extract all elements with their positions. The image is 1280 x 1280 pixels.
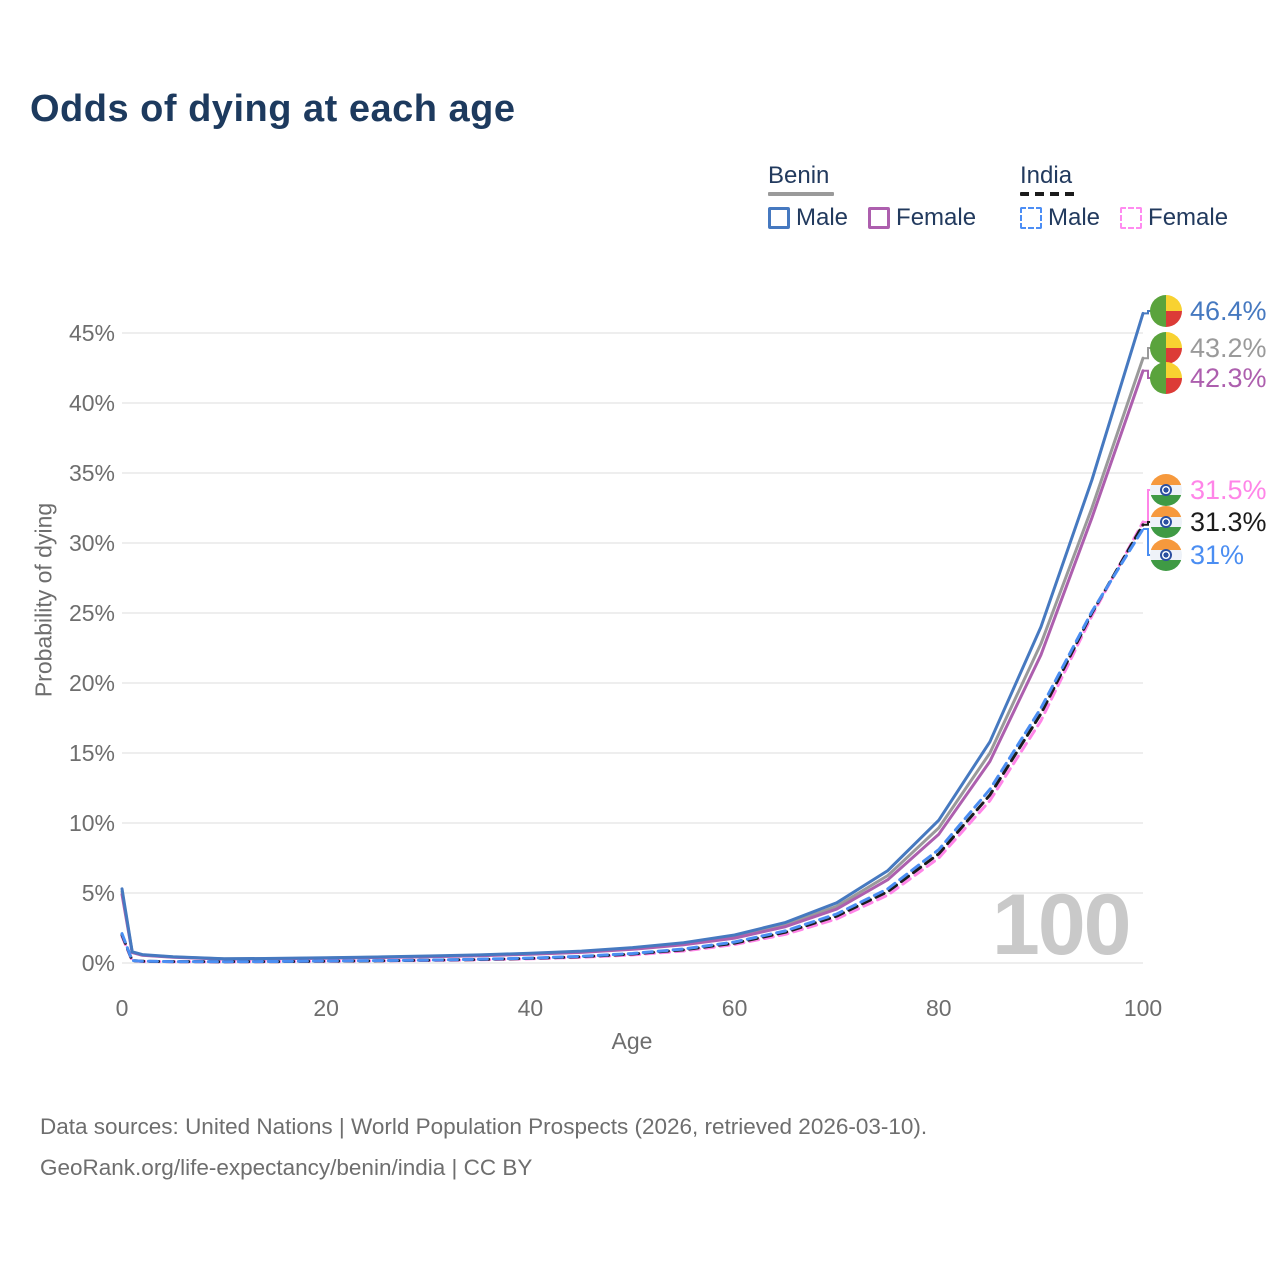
- y-tick-label: 5%: [81, 880, 115, 906]
- legend-group-india: India Male Female: [1020, 163, 1228, 232]
- y-tick-label: 20%: [68, 670, 115, 696]
- y-tick-label: 25%: [68, 600, 115, 626]
- end-label-benin-male: 46.4%: [1150, 294, 1267, 328]
- x-tick-label: 40: [517, 995, 544, 1021]
- legend-india-female-label: Female: [1148, 204, 1229, 231]
- benin-male-swatch-icon: [768, 207, 790, 229]
- y-tick-label: 40%: [68, 390, 115, 416]
- legend-item-india-male: Male: [1020, 204, 1100, 232]
- india-flag-icon: [1150, 539, 1182, 571]
- end-label-benin-total: 43.2%: [1150, 331, 1267, 365]
- legend-benin-label: Benin: [768, 162, 830, 189]
- legend-item-benin-female: Female: [868, 204, 976, 232]
- legend-item-india-female: Female: [1120, 204, 1228, 232]
- series-line-benin-female[interactable]: [120, 369, 1145, 961]
- series-line-india[interactable]: [120, 523, 1145, 964]
- india-total-end-value: 31.3%: [1190, 506, 1267, 537]
- series-line-india-male[interactable]: [120, 527, 1145, 964]
- data-sources: Data sources: United Nations | World Pop…: [40, 1106, 927, 1188]
- benin-flag-icon: [1150, 295, 1182, 327]
- age-watermark: 100: [992, 877, 1131, 973]
- benin-female-swatch-icon: [868, 207, 891, 229]
- series-line-benin-male[interactable]: [120, 311, 1145, 961]
- legend-benin-male-label: Male: [796, 204, 849, 231]
- series-line-india-female[interactable]: [120, 520, 1145, 964]
- x-tick-label: 100: [1123, 995, 1163, 1021]
- benin-flag-icon: [1150, 362, 1182, 394]
- page-title: Odds of dying at each age: [30, 88, 516, 130]
- benin-male-end-value: 46.4%: [1190, 295, 1267, 326]
- x-tick-label: 20: [313, 995, 339, 1021]
- x-tick-label: 80: [926, 995, 952, 1021]
- benin-total-end-value: 43.2%: [1190, 332, 1267, 363]
- series-line-benin[interactable]: [120, 356, 1145, 961]
- legend-india-male-label: Male: [1048, 204, 1101, 231]
- x-tick-label: 60: [721, 995, 748, 1021]
- y-tick-label: 45%: [68, 320, 115, 346]
- india-flag-icon: [1150, 474, 1182, 506]
- benin-line-sample: [768, 192, 834, 196]
- end-label-india-male: 31%: [1150, 538, 1244, 572]
- end-label-india-female: 31.5%: [1150, 473, 1267, 507]
- data-sources-line1: Data sources: United Nations | World Pop…: [40, 1114, 928, 1139]
- legend-item-benin-male: Male: [768, 204, 848, 232]
- india-male-swatch-icon: [1020, 207, 1042, 229]
- benin-flag-icon: [1150, 332, 1182, 364]
- india-female-end-value: 31.5%: [1190, 474, 1267, 505]
- benin-female-end-value: 42.3%: [1190, 362, 1267, 393]
- end-label-benin-female: 42.3%: [1150, 361, 1267, 395]
- y-tick-label: 35%: [68, 460, 115, 486]
- data-sources-line2: GeoRank.org/life-expectancy/benin/india …: [40, 1155, 533, 1180]
- india-female-swatch-icon: [1120, 207, 1143, 229]
- india-flag-icon: [1150, 506, 1182, 538]
- y-tick-label: 15%: [68, 740, 115, 766]
- legend-india-label: India: [1020, 162, 1073, 189]
- legend-group-benin: Benin Male Female: [768, 163, 976, 232]
- end-label-india-total: 31.3%: [1150, 505, 1267, 539]
- india-male-end-value: 31%: [1190, 539, 1245, 570]
- y-tick-label: 0%: [81, 950, 115, 976]
- x-tick-label: 0: [115, 995, 129, 1021]
- y-tick-label: 10%: [68, 810, 115, 836]
- india-line-sample: [1020, 192, 1078, 196]
- x-axis-label: Age: [611, 1028, 653, 1054]
- y-tick-label: 30%: [68, 530, 115, 556]
- legend-benin-female-label: Female: [896, 204, 977, 231]
